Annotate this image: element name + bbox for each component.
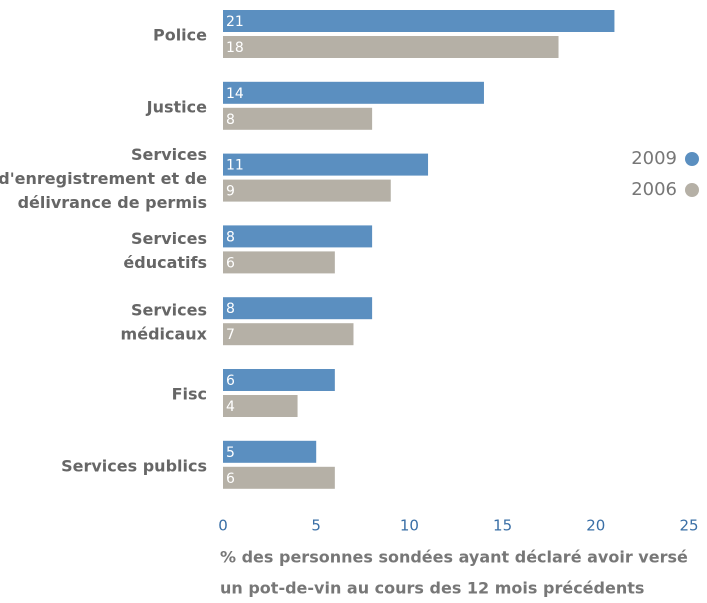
legend-marker — [685, 152, 699, 166]
category-label: délivrance de permis — [18, 193, 207, 212]
value-label: 11 — [226, 158, 244, 174]
category-label: éducatifs — [123, 253, 207, 272]
value-label: 8 — [226, 301, 235, 317]
category-label: Police — [153, 26, 207, 45]
bar — [223, 440, 317, 463]
bar — [223, 323, 354, 346]
category-label: d'enregistrement et de — [0, 169, 207, 188]
category-label: médicaux — [121, 325, 208, 344]
x-tick-label: 25 — [679, 517, 698, 535]
legend-label: 2009 — [631, 148, 677, 169]
x-tick-label: 5 — [311, 517, 321, 535]
category-label: Fisc — [172, 385, 207, 404]
category-label: Services — [131, 301, 207, 320]
category-label: Justice — [146, 97, 207, 116]
value-label: 8 — [226, 229, 235, 245]
bar — [223, 395, 298, 417]
bar — [223, 225, 373, 248]
value-label: 6 — [226, 255, 235, 271]
x-axis-label: % des personnes sondées ayant déclaré av… — [220, 548, 688, 567]
x-tick-label: 10 — [400, 517, 419, 535]
value-label: 6 — [226, 373, 235, 389]
value-label: 9 — [226, 184, 235, 200]
value-label: 4 — [226, 399, 235, 415]
legend-marker — [685, 183, 699, 197]
bar — [223, 179, 391, 202]
x-tick-label: 15 — [493, 517, 512, 535]
category-label: Services — [131, 229, 207, 248]
value-label: 6 — [226, 471, 235, 487]
bar — [223, 297, 373, 320]
value-label: 8 — [226, 112, 235, 128]
x-tick-label: 20 — [586, 517, 605, 535]
value-label: 18 — [226, 40, 244, 56]
x-axis-label: un pot-de-vin au cours des 12 mois précé… — [220, 579, 644, 598]
bar — [223, 107, 373, 130]
value-label: 7 — [226, 327, 235, 343]
value-label: 14 — [226, 86, 244, 102]
value-label: 21 — [226, 14, 244, 30]
bar — [223, 369, 335, 391]
x-tick-label: 0 — [218, 517, 228, 535]
category-label: Services — [131, 145, 207, 164]
legend-label: 2006 — [631, 179, 677, 200]
bar — [223, 81, 484, 104]
category-label: Services publics — [61, 456, 207, 475]
bar — [223, 466, 335, 489]
value-label: 5 — [226, 445, 235, 461]
bar — [223, 10, 615, 32]
bar — [223, 251, 335, 274]
bar — [223, 153, 429, 176]
bar — [223, 36, 559, 58]
